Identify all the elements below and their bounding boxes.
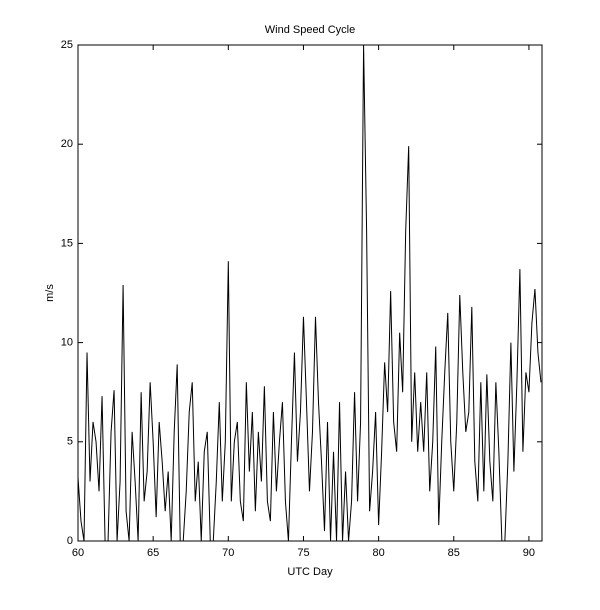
- x-tick-label: 70: [222, 547, 234, 559]
- y-tick-label: 25: [61, 39, 73, 51]
- y-tick-label: 20: [61, 138, 73, 150]
- x-tick-label: 90: [523, 547, 535, 559]
- x-tick-label: 85: [448, 547, 460, 559]
- y-tick-label: 10: [61, 337, 73, 349]
- y-axis-label: m/s: [44, 284, 56, 302]
- data-line: [77, 44, 542, 542]
- chart-title: Wind Speed Cycle: [265, 24, 356, 36]
- x-tick-label: 65: [147, 547, 159, 559]
- x-axis-label: UTC Day: [287, 566, 333, 578]
- y-tick-label: 15: [61, 237, 73, 249]
- x-tick-label: 75: [297, 547, 309, 559]
- y-tick-label: 5: [67, 436, 73, 448]
- x-tick-label: 60: [72, 547, 84, 559]
- y-tick-label: 0: [67, 535, 73, 547]
- x-tick-label: 80: [372, 547, 384, 559]
- axes-box: [77, 44, 543, 542]
